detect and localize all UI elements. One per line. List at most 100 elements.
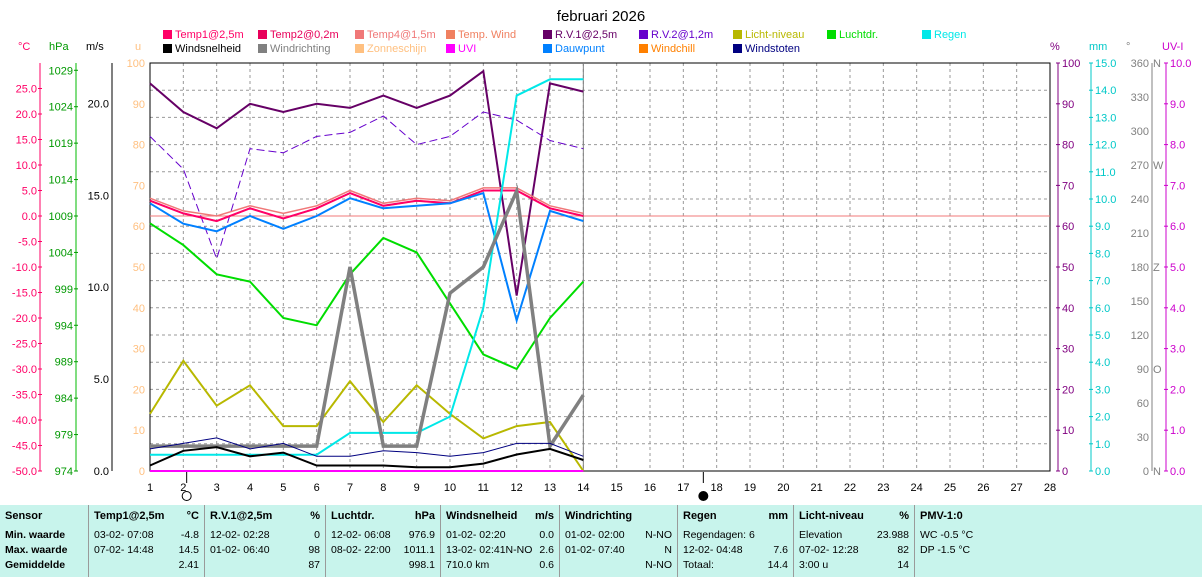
legend-swatch — [733, 30, 742, 39]
deg-axis-tick: 330 — [1131, 92, 1149, 104]
pct-axis-tick: 30 — [1062, 344, 1074, 356]
stats-light-elev-label: Elevation — [799, 529, 843, 541]
mm-axis-tick: 12.0 — [1095, 140, 1116, 152]
mm-axis-tick: 10.0 — [1095, 194, 1116, 206]
plot-border — [149, 62, 1051, 472]
ms-axis-tick: 5.0 — [94, 374, 109, 386]
deg-axis-tick: 60 — [1137, 398, 1149, 410]
uv-axis-tick: 9.0 — [1170, 99, 1185, 111]
stats-col-light: Licht-niveau% Elevation 23.988 07-02- 12:… — [793, 505, 914, 577]
x-tick-label: 17 — [677, 482, 689, 494]
x-tick-label: 15 — [611, 482, 623, 494]
compass-tick: N — [1153, 466, 1161, 478]
stats-col-winddir: Windrichting 01-02- 02:00 N-NO 01-02- 07:… — [559, 505, 677, 577]
temp-axis-tick: 25.0 — [16, 84, 37, 96]
chart-series — [149, 63, 1050, 472]
series-r-v-1-2-5m — [149, 69, 584, 296]
legend-label: Luchtdr. — [839, 29, 878, 41]
legend-label: UVI — [458, 43, 476, 55]
stats-winddir-max-val: N — [664, 544, 672, 556]
stats-press-min-time: 12-02- 06:08 — [331, 529, 391, 541]
deg-unit: ° — [1126, 41, 1130, 53]
u-axis-tick: 10 — [133, 425, 145, 437]
x-tick-label: 7 — [347, 482, 353, 494]
stats-rv1-name: R.V.1@2,5m — [210, 510, 273, 522]
u-axis-tick: 70 — [133, 180, 145, 192]
u-axis-tick: 80 — [133, 140, 145, 152]
temp-axis-tick: 0.0 — [22, 211, 37, 223]
u-axis-tick: 50 — [133, 262, 145, 274]
pct-axis-tick: 40 — [1062, 303, 1074, 315]
ms-axis-tick: 0.0 — [94, 466, 109, 478]
stats-col-windspeed: Windsnelheid m/s 01-02- 02:20 0.0 13-02- 0… — [440, 505, 559, 577]
stats-footer: Sensor Min. waarde Max. waarde Gemiddeld… — [0, 505, 1202, 577]
uv-axis-tick: 2.0 — [1170, 384, 1185, 396]
x-tick-label: 20 — [777, 482, 789, 494]
hpa-axis-tick: 999 — [55, 284, 73, 296]
mm-axis-tick: 5.0 — [1095, 330, 1110, 342]
stats-windspeed-distance: 710.0 km — [446, 559, 490, 571]
stats-windspeed-min-time: 01-02- 02:20 — [446, 529, 506, 541]
u-unit: u — [135, 41, 141, 53]
legend-swatch — [639, 44, 648, 53]
uv-axis-tick: 8.0 — [1170, 140, 1185, 152]
legend-label: R.V.2@1,2m — [651, 29, 713, 41]
stats-min-label: Min. waarde — [5, 529, 66, 541]
uv-axis-tick: 3.0 — [1170, 344, 1185, 356]
hpa-axis-tick: 1009 — [49, 211, 73, 223]
stats-temp1-min-val: -4.8 — [180, 529, 199, 541]
chart-legend: Temp1@2,5m Temp2@0,2m Temp4@1,5m Temp. Wind… — [163, 29, 966, 55]
legend-swatch — [163, 44, 172, 53]
deg-axis-tick: 0 — [1143, 466, 1149, 478]
stats-winddir-min-time: 01-02- 02:00 — [565, 529, 625, 541]
mm-axis-tick: 0.0 — [1095, 466, 1110, 478]
chart-axes: 25.020.015.010.05.00.0-5.0-10.0-15.0-20.… — [12, 41, 1191, 501]
temp-axis-tick: -25.0 — [12, 339, 37, 351]
series-temp4-1-5m — [149, 187, 584, 217]
legend-label: Temp. Wind — [458, 29, 516, 41]
u-axis-tick: 60 — [133, 221, 145, 233]
stats-temp1-name: Temp1@2,5m — [94, 510, 165, 522]
temp-axis-tick: -30.0 — [12, 364, 37, 376]
x-tick-label: 4 — [247, 482, 253, 494]
series-windstoten — [149, 437, 584, 457]
stats-light-elev-val: 23.988 — [876, 529, 909, 541]
hpa-axis-tick: 1014 — [49, 175, 73, 187]
stats-press-unit: hPa — [414, 510, 435, 522]
mm-unit: mm — [1089, 41, 1107, 53]
stats-light-max-val: 82 — [897, 544, 909, 556]
legend-swatch — [258, 44, 267, 53]
uv-axis-tick: 4.0 — [1170, 303, 1185, 315]
legend-label: Licht-niveau — [745, 29, 804, 41]
pct-axis-tick: 20 — [1062, 384, 1074, 396]
x-tick-label: 3 — [214, 482, 220, 494]
chart-grid — [149, 62, 1051, 472]
deg-axis-tick: 30 — [1137, 432, 1149, 444]
stats-temp1-min-time: 03-02- 07:08 — [94, 529, 154, 541]
hpa-axis-tick: 1024 — [49, 102, 73, 114]
temp-axis-tick: 15.0 — [16, 135, 37, 147]
deg-axis-tick: 270 — [1131, 160, 1149, 172]
legend-label: Windstoten — [745, 43, 800, 55]
hpa-axis-tick: 989 — [55, 357, 73, 369]
temp-axis-tick: -45.0 — [12, 441, 37, 453]
legend-label: Windsnelheid — [175, 43, 241, 55]
stats-rain-max-time: 12-02- 04:48 — [683, 544, 743, 556]
u-axis-tick: 20 — [133, 384, 145, 396]
temp-axis-tick: 10.0 — [16, 160, 37, 172]
temp-axis-tick: -35.0 — [12, 390, 37, 402]
deg-axis-tick: 120 — [1131, 330, 1149, 342]
deg-axis-tick: 150 — [1131, 296, 1149, 308]
mm-axis-tick: 11.0 — [1095, 167, 1116, 179]
temp-axis-tick: 20.0 — [16, 109, 37, 121]
stats-pmv-wc: WC -0.5 °C — [920, 529, 974, 541]
stats-windspeed-unit: m/s — [535, 510, 554, 522]
hpa-axis-tick: 1019 — [49, 138, 73, 150]
hpa-axis-tick: 974 — [55, 466, 73, 478]
stats-light-unit: % — [899, 510, 909, 522]
pct-axis-tick: 100 — [1062, 58, 1080, 70]
new-moon-icon — [698, 491, 709, 501]
legend-label: Temp1@2,5m — [175, 29, 244, 41]
uv-axis-tick: 5.0 — [1170, 262, 1185, 274]
u-axis-tick: 0 — [139, 466, 145, 478]
